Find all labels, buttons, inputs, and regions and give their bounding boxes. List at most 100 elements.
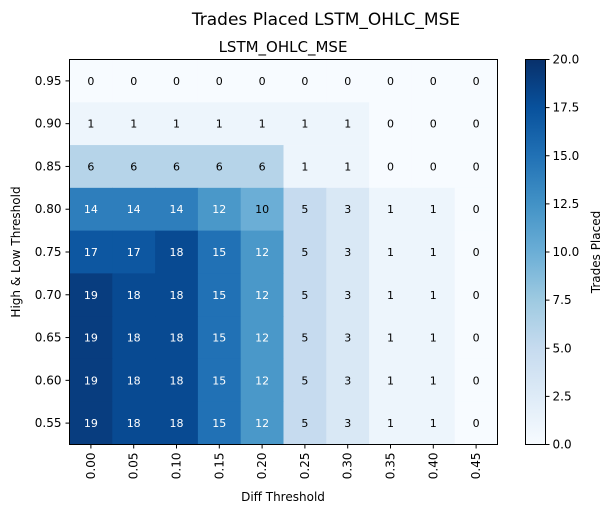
cell-value-label: 3 [344,289,351,302]
colorbar-tick-label: 15.0 [553,149,580,163]
cell-value-label: 0 [473,332,480,345]
heatmap-cell [369,401,413,445]
heatmap-cell [155,145,199,189]
cell-value-label: 17 [127,246,141,259]
cell-value-label: 0 [216,75,223,88]
cell-value-label: 18 [127,374,141,387]
heatmap-cell [69,230,113,274]
cell-value-label: 12 [255,417,269,430]
cell-value-label: 12 [255,374,269,387]
colorbar-tick-label: 5.0 [553,341,572,355]
colorbar-ticks: 0.0 2.5 5.0 7.5 10.0 12.5 15.0 17.5 20.0 [545,53,580,452]
cell-value-label: 1 [387,332,394,345]
y-tick-label: 0.55 [35,416,62,430]
cell-value-label: 19 [84,289,98,302]
cell-value-label: 0 [473,289,480,302]
cell-value-label: 0 [344,75,351,88]
cell-value-label: 12 [212,203,226,216]
cell-value-label: 19 [84,417,98,430]
heatmap-cell [369,59,413,103]
x-tick-label: 0.15 [212,453,226,480]
y-tick-label: 0.90 [35,117,62,131]
x-tick-label: 0.20 [255,453,269,480]
cell-value-label: 0 [473,75,480,88]
cell-value-label: 14 [84,203,98,216]
cell-value-label: 0 [430,160,437,173]
y-tick-label: 0.85 [35,159,62,173]
y-tick-label: 0.60 [35,373,62,387]
heatmap-cell [240,401,284,445]
heatmap-cell [69,316,113,360]
heatmap-cell [369,358,413,403]
heatmap-cell [155,401,199,445]
heatmap-cell [69,145,113,189]
cell-value-label: 1 [430,289,437,302]
cell-value-label: 6 [216,160,223,173]
heatmap-cell [283,145,327,189]
heatmap-cell [454,401,498,445]
heatmap-cell [411,316,456,360]
heatmap-cell [155,230,199,274]
heatmap-cell [283,102,327,146]
cell-value-label: 0 [473,374,480,387]
cell-value-label: 3 [344,332,351,345]
heatmap-cell [197,102,242,146]
y-tick-label: 0.65 [35,331,62,345]
cell-labels: 0 0 0 0 0 0 0 0 0 01 1 1 1 1 1 1 0 0 06 6 6 6 6 1 1 0 0 014 14 14 12 10… [84,75,480,430]
heatmap-cell [283,358,327,403]
heatmap-cell [326,187,370,232]
heatmap-cell [197,401,242,445]
heatmap-cells [69,59,498,445]
cell-value-label: 3 [344,246,351,259]
heatmap-cell [454,59,498,103]
heatmap-cell [155,358,199,403]
heatmap-cell [326,59,370,103]
heatmap-cell [411,145,456,189]
cell-value-label: 0 [430,75,437,88]
heatmap-cell [197,145,242,189]
cell-value-label: 18 [170,332,184,345]
cell-value-label: 18 [170,374,184,387]
heatmap-cell [155,273,199,317]
cell-value-label: 1 [430,203,437,216]
x-tick-label: 0.45 [469,453,483,480]
chart-title: LSTM_OHLC_MSE [219,38,348,57]
cell-value-label: 0 [173,75,180,88]
cell-value-label: 1 [387,203,394,216]
heatmap-cell [411,102,456,146]
heatmap-cell [112,102,156,146]
heatmap-cell [411,358,456,403]
cell-value-label: 1 [430,246,437,259]
heatmap-cell [454,316,498,360]
heatmap-cell [69,59,113,103]
x-tick-label: 0.25 [298,453,312,480]
cell-value-label: 0 [130,75,137,88]
cell-value-label: 19 [84,332,98,345]
heatmap-cell [454,358,498,403]
cell-value-label: 0 [387,118,394,131]
colorbar-tick-label: 2.5 [553,389,572,403]
heatmap-cell [69,401,113,445]
cell-value-label: 18 [127,289,141,302]
heatmap-cell [454,273,498,317]
heatmap-cell [240,102,284,146]
cell-value-label: 1 [430,332,437,345]
heatmap-cell [283,401,327,445]
heatmap-cell [326,358,370,403]
cell-value-label: 15 [212,246,226,259]
heatmap-cell [411,273,456,317]
cell-value-label: 5 [301,289,308,302]
heatmap-cell [283,59,327,103]
cell-value-label: 14 [170,203,184,216]
cell-value-label: 5 [301,332,308,345]
cell-value-label: 1 [430,417,437,430]
heatmap-cell [369,316,413,360]
heatmap-cell [369,102,413,146]
heatmap-cell [369,145,413,189]
cell-value-label: 1 [344,118,351,131]
cell-value-label: 5 [301,203,308,216]
y-tick-label: 0.95 [35,74,62,88]
heatmap-cell [326,230,370,274]
y-axis-label: High & Low Threshold [9,186,23,317]
cell-value-label: 1 [387,417,394,430]
